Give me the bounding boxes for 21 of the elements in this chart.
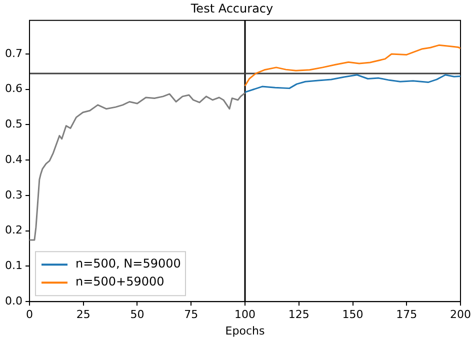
x-axis-title: Epochs bbox=[225, 324, 265, 338]
x-tick-label: 150 bbox=[342, 308, 364, 322]
y-tick-label: 0.3 bbox=[4, 188, 22, 202]
x-tick-label: 75 bbox=[184, 308, 198, 322]
x-tick-label: 50 bbox=[130, 308, 144, 322]
y-tick-label: 0.5 bbox=[4, 118, 22, 131]
y-tick-label: 0.4 bbox=[4, 152, 22, 166]
x-tick-label: 25 bbox=[76, 308, 90, 322]
y-tick-label: 0.6 bbox=[4, 82, 22, 96]
legend-label: n=500, N=59000 bbox=[75, 256, 181, 271]
legend-label: n=500+59000 bbox=[75, 274, 164, 289]
y-tick-label: 0.2 bbox=[4, 224, 22, 237]
y-tick-label: 0.1 bbox=[4, 259, 22, 272]
x-tick-label: 125 bbox=[288, 308, 310, 322]
x-tick-label: 200 bbox=[450, 308, 471, 322]
x-tick-label: 100 bbox=[234, 308, 256, 322]
chart-title: Test Accuracy bbox=[190, 1, 274, 16]
x-tick-label: 0 bbox=[26, 308, 33, 322]
x-tick-label: 175 bbox=[396, 308, 418, 322]
y-tick-label: 0.0 bbox=[4, 294, 22, 308]
y-tick-label: 0.7 bbox=[4, 46, 22, 60]
